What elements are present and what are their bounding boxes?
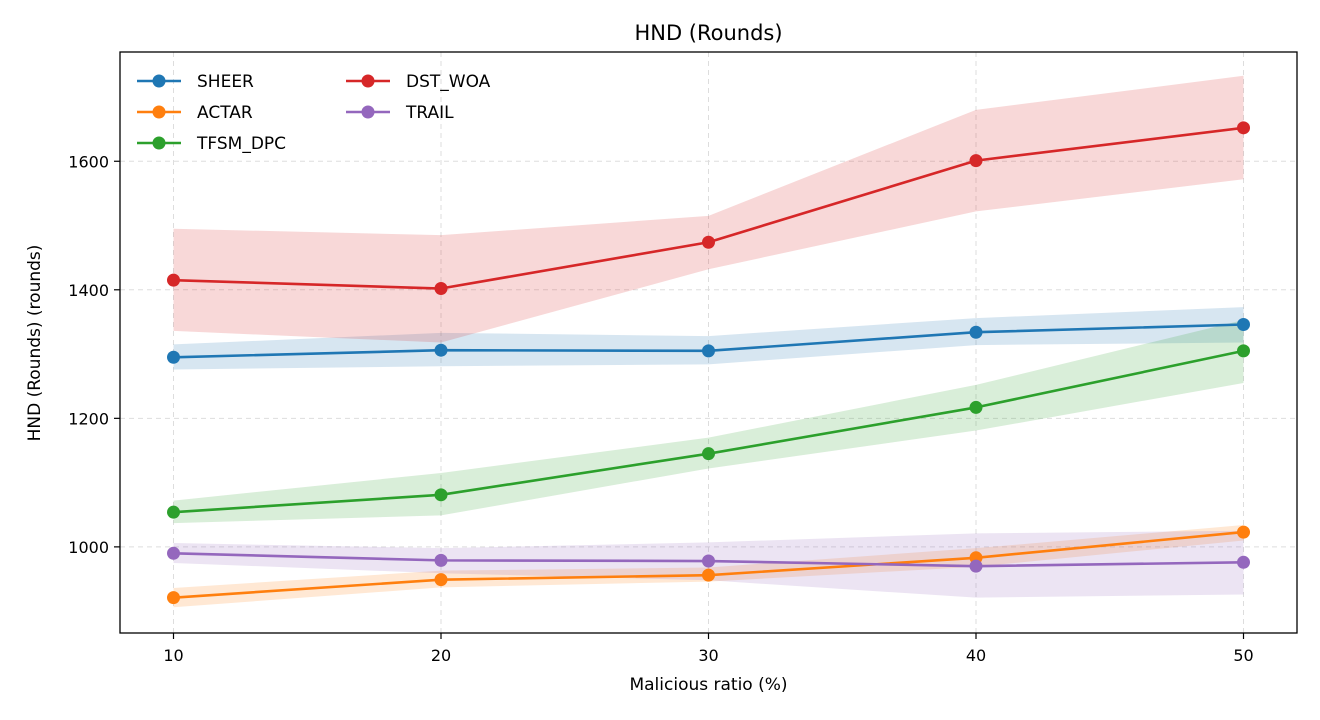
legend-label-actar: ACTAR xyxy=(197,103,253,123)
trail-point xyxy=(969,559,983,573)
dst-woa-point xyxy=(969,154,983,168)
actar-band xyxy=(173,525,1244,608)
trail-point xyxy=(167,546,180,560)
y-tick-label: 1000 xyxy=(68,538,109,557)
sheer-point xyxy=(969,325,983,339)
actar-point xyxy=(167,591,180,605)
legend-label-sheer: SHEER xyxy=(197,72,254,92)
trail-point xyxy=(702,554,715,568)
legend-marker-sheer xyxy=(152,74,166,88)
dst-woa-point xyxy=(167,273,180,287)
legend-entry-trail: TRAIL xyxy=(346,103,454,123)
y-axis-ticks: 1000 1200 1400 1600 xyxy=(68,152,120,557)
chart-title: HND (Rounds) xyxy=(634,21,782,45)
x-axis-ticks: 10 20 30 40 50 xyxy=(163,633,1254,665)
tfsm-dpc-point xyxy=(702,447,715,461)
legend-marker-tfsm-dpc xyxy=(152,136,166,150)
tfsm-dpc-point xyxy=(167,505,180,519)
legend: SHEER ACTAR TFSM_DPC DST_WOA TRAIL xyxy=(137,72,491,154)
trail-point xyxy=(1237,555,1250,569)
trail-point xyxy=(434,553,448,567)
actar-point xyxy=(702,568,715,582)
sheer-point xyxy=(434,343,448,357)
tfsm-dpc-point xyxy=(969,400,983,414)
y-tick-label: 1400 xyxy=(68,281,109,300)
dst-woa-band xyxy=(173,75,1244,343)
dst-woa-point xyxy=(702,235,715,249)
x-tick-label: 10 xyxy=(163,646,183,665)
legend-label-dst-woa: DST_WOA xyxy=(406,72,491,92)
legend-entry-sheer: SHEER xyxy=(137,72,254,92)
y-tick-label: 1600 xyxy=(68,152,109,171)
legend-marker-trail xyxy=(361,105,375,119)
legend-entry-actar: ACTAR xyxy=(137,103,253,123)
legend-marker-actar xyxy=(152,105,166,119)
sheer-point xyxy=(702,344,715,358)
tfsm-dpc-point xyxy=(1237,344,1250,358)
x-tick-label: 30 xyxy=(698,646,718,665)
x-tick-label: 20 xyxy=(431,646,451,665)
legend-label-trail: TRAIL xyxy=(405,103,454,123)
x-tick-label: 40 xyxy=(966,646,986,665)
tfsm-dpc-point xyxy=(434,488,448,502)
legend-entry-tfsm-dpc: TFSM_DPC xyxy=(137,134,286,154)
grid-lines xyxy=(120,52,1297,633)
tfsm-dpc-band xyxy=(173,320,1244,524)
legend-entry-dst-woa: DST_WOA xyxy=(346,72,491,92)
legend-label-tfsm-dpc: TFSM_DPC xyxy=(196,134,286,154)
x-axis-label: Malicious ratio (%) xyxy=(629,675,787,695)
y-tick-label: 1200 xyxy=(68,409,109,428)
series-points xyxy=(167,121,1250,605)
dst-woa-point xyxy=(434,282,448,296)
x-tick-label: 50 xyxy=(1233,646,1253,665)
dst-woa-point xyxy=(1237,121,1250,135)
sheer-point xyxy=(1237,318,1250,332)
legend-marker-dst-woa xyxy=(361,74,375,88)
y-axis-label: HND (Rounds) (rounds) xyxy=(25,245,45,442)
actar-point xyxy=(1237,525,1250,539)
sheer-point xyxy=(167,350,180,364)
actar-point xyxy=(434,573,448,587)
